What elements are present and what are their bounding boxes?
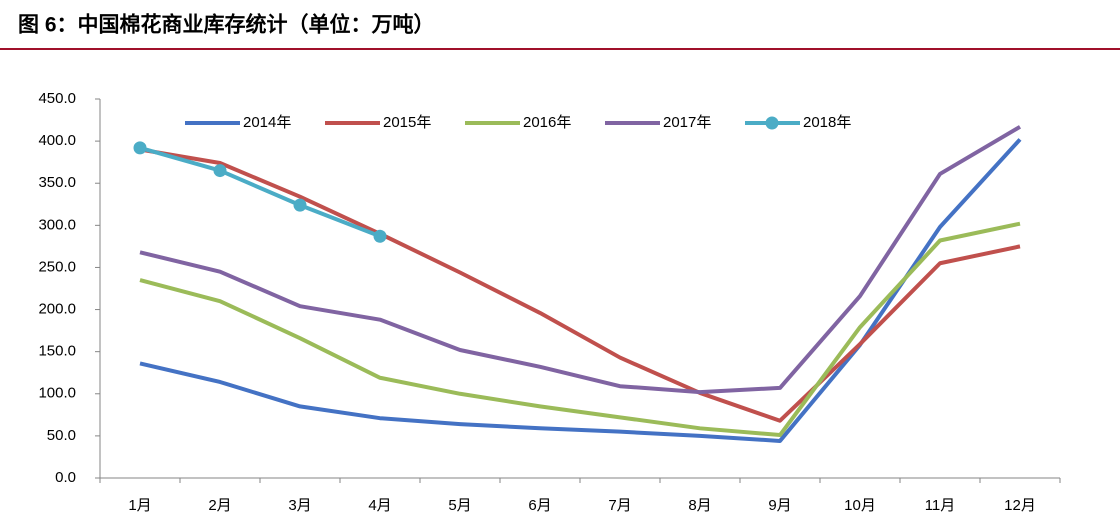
- x-tick-label: 2月: [208, 497, 231, 514]
- series-marker: [133, 141, 147, 155]
- y-tick-label: 200.0: [38, 301, 76, 318]
- y-tick-label: 300.0: [38, 216, 76, 233]
- legend-label: 2018年: [803, 114, 851, 131]
- chart-title: 图 6：中国棉花商业库存统计（单位：万吨）: [18, 13, 435, 37]
- y-tick-label: 100.0: [38, 385, 76, 402]
- series-line: [139, 125, 1022, 395]
- legend-label: 2016年: [523, 114, 571, 131]
- series-line: [139, 138, 1022, 443]
- y-tick-label: 350.0: [38, 174, 76, 191]
- legend-label: 2015年: [383, 114, 431, 131]
- x-tick-label: 8月: [688, 497, 711, 514]
- x-tick-label: 7月: [608, 497, 631, 514]
- y-tick-label: 50.0: [47, 427, 76, 444]
- series-line: [139, 145, 381, 239]
- y-tick-label: 400.0: [38, 132, 76, 149]
- x-tick-label: 6月: [528, 497, 551, 514]
- series-line: [139, 147, 1021, 423]
- x-tick-label: 4月: [368, 497, 391, 514]
- x-tick-label: 3月: [288, 497, 311, 514]
- x-tick-label: 10月: [844, 497, 876, 514]
- legend-label: 2014年: [243, 114, 291, 131]
- legend-label: 2017年: [663, 114, 711, 131]
- x-tick-label: 11月: [925, 497, 956, 514]
- y-tick-label: 0.0: [55, 469, 76, 486]
- series-marker: [213, 164, 227, 178]
- series-marker: [293, 198, 307, 212]
- series-marker: [373, 229, 387, 243]
- legend-marker: [765, 116, 779, 130]
- x-tick-label: 5月: [448, 497, 471, 514]
- y-tick-label: 250.0: [38, 258, 76, 275]
- series-line: [139, 221, 1021, 438]
- x-tick-label: 1月: [128, 497, 151, 514]
- x-tick-label: 9月: [768, 497, 791, 514]
- y-tick-label: 450.0: [38, 90, 76, 107]
- y-tick-label: 150.0: [38, 343, 76, 360]
- x-tick-label: 12月: [1004, 497, 1036, 514]
